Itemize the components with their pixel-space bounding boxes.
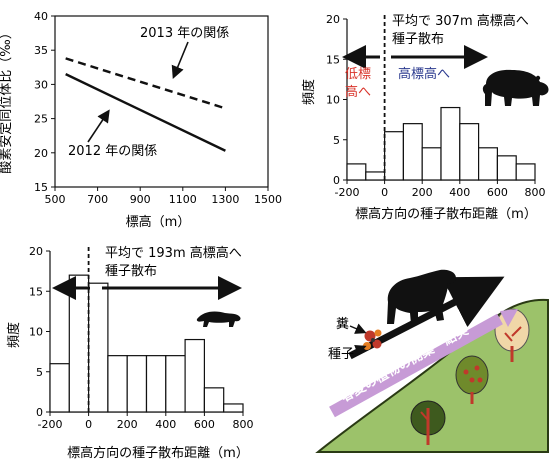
x-tick-label: 1300 (211, 193, 239, 206)
y-tick-label: 10 (326, 94, 340, 107)
label-2013-pointer-arrow (171, 41, 189, 79)
line-2012-solid (65, 73, 226, 152)
histogram-bar (107, 355, 128, 413)
seed-label: 種子 (328, 346, 354, 362)
y-tick-label: 15 (326, 53, 340, 66)
panel-b-ylabel: 頻度 (301, 79, 317, 105)
x-tick-label: 400 (449, 186, 470, 199)
tree-middle-icon (455, 355, 489, 404)
panel-a-xlabel: 標高（m） (126, 214, 191, 230)
y-tick-label: 40 (34, 10, 48, 23)
panel-a-ylabel: 酸素安定同位体比（‰） (0, 26, 14, 173)
line-2013-dashed (65, 57, 226, 110)
histogram-bar (87, 282, 109, 413)
histogram-bar (346, 163, 367, 181)
panel-a-axes: 500 700 900 1100 1300 1500 15 20 25 30 35 40 (34, 10, 282, 206)
histogram-bar (515, 163, 536, 181)
panel-b-annotation-line1: 平均で 307m 高標高へ (392, 13, 529, 29)
y-tick-label: 30 (34, 78, 48, 91)
panel-a-line-chart: 500 700 900 1100 1300 1500 15 20 25 30 35 40 酸素安定同位… (0, 10, 282, 230)
walking-bear-icon (387, 269, 456, 324)
histogram-bar (440, 106, 461, 181)
y-tick-label: 20 (34, 147, 48, 160)
plot-frame (54, 15, 269, 188)
y-tick-label: 10 (29, 326, 43, 339)
y-tick-label: 20 (326, 13, 340, 26)
histogram-bar (184, 338, 206, 413)
y-tick-label: 15 (29, 285, 43, 298)
x-tick-label: -200 (38, 418, 63, 431)
histogram-bar (402, 123, 423, 181)
bear-silhouette-icon (482, 69, 549, 106)
y-tick-label: 15 (34, 181, 48, 194)
y-tick-label: 25 (34, 113, 48, 126)
x-tick-label: 0 (85, 418, 92, 431)
x-tick-label: -200 (335, 186, 360, 199)
feces-seeds-icon (363, 329, 382, 350)
histogram-bar (203, 387, 225, 413)
histogram-bar (126, 355, 148, 413)
feces-label: 糞 (336, 317, 349, 332)
histogram-bar (421, 147, 442, 181)
histogram-bar (49, 363, 70, 413)
panel-b-annotation-line2: 種子散布 (392, 31, 444, 47)
panel-c-xlabel: 標高方向の種子散布距離（m） (67, 445, 249, 461)
histogram-bar (365, 171, 386, 181)
high-elevation-label: 高標高へ (398, 66, 450, 82)
season-purple-arrow (329, 313, 503, 418)
panel-a-lines (65, 57, 226, 152)
seed-pointer-arrow (351, 345, 367, 356)
histogram-bar (165, 355, 186, 413)
x-tick-label: 200 (412, 186, 433, 199)
tree-bottom-icon (410, 400, 446, 445)
x-tick-label: 600 (487, 186, 508, 199)
panel-c-ylabel: 頻度 (6, 322, 22, 348)
y-tick-label: 0 (36, 406, 43, 419)
x-tick-label: 1100 (169, 193, 197, 206)
panel-b-bars (346, 15, 536, 181)
panel-b-xlabel: 標高方向の種子散布距離（m） (355, 206, 537, 222)
histogram-bar (223, 403, 244, 413)
x-tick-label: 600 (194, 418, 215, 431)
panel-c-annotation-line2: 種子散布 (105, 263, 157, 279)
y-tick-label: 35 (34, 44, 48, 57)
low-elevation-label-1: 低標 (345, 67, 371, 82)
x-tick-label: 1500 (254, 193, 282, 206)
y-tick-label: 0 (333, 174, 340, 187)
histogram-bar (478, 147, 499, 181)
x-tick-label: 800 (233, 418, 254, 431)
x-tick-label: 800 (525, 186, 546, 199)
histogram-bar (459, 123, 480, 181)
x-tick-label: 0 (381, 186, 388, 199)
label-2012: 2012 年の関係 (68, 144, 157, 159)
label-2013: 2013 年の関係 (140, 26, 229, 41)
panel-c-annotation-line1: 平均で 193m 高標高へ (105, 245, 242, 261)
x-tick-label: 500 (45, 193, 66, 206)
panel-c-bars (49, 247, 244, 413)
histogram-bar (384, 131, 405, 181)
small-mammal-icon (196, 311, 241, 327)
y-tick-label: 5 (36, 366, 43, 379)
x-tick-label: 400 (155, 418, 176, 431)
panel-d-illustration: 春夏の植物の開葉・結実 糞 種子 (315, 269, 549, 453)
x-tick-label: 200 (117, 418, 138, 431)
histogram-bar (68, 274, 90, 413)
low-elevation-label-2: 高へ (345, 84, 371, 100)
x-tick-label: 700 (87, 193, 108, 206)
feces-pointer-arrow (349, 323, 367, 334)
label-2012-pointer-arrow (87, 109, 110, 143)
season-purple-arrowhead (500, 309, 518, 327)
x-tick-label: 900 (130, 193, 151, 206)
y-tick-label: 20 (29, 245, 43, 258)
histogram-bar (496, 155, 517, 181)
histogram-bar (145, 355, 167, 413)
y-tick-label: 5 (333, 134, 340, 147)
